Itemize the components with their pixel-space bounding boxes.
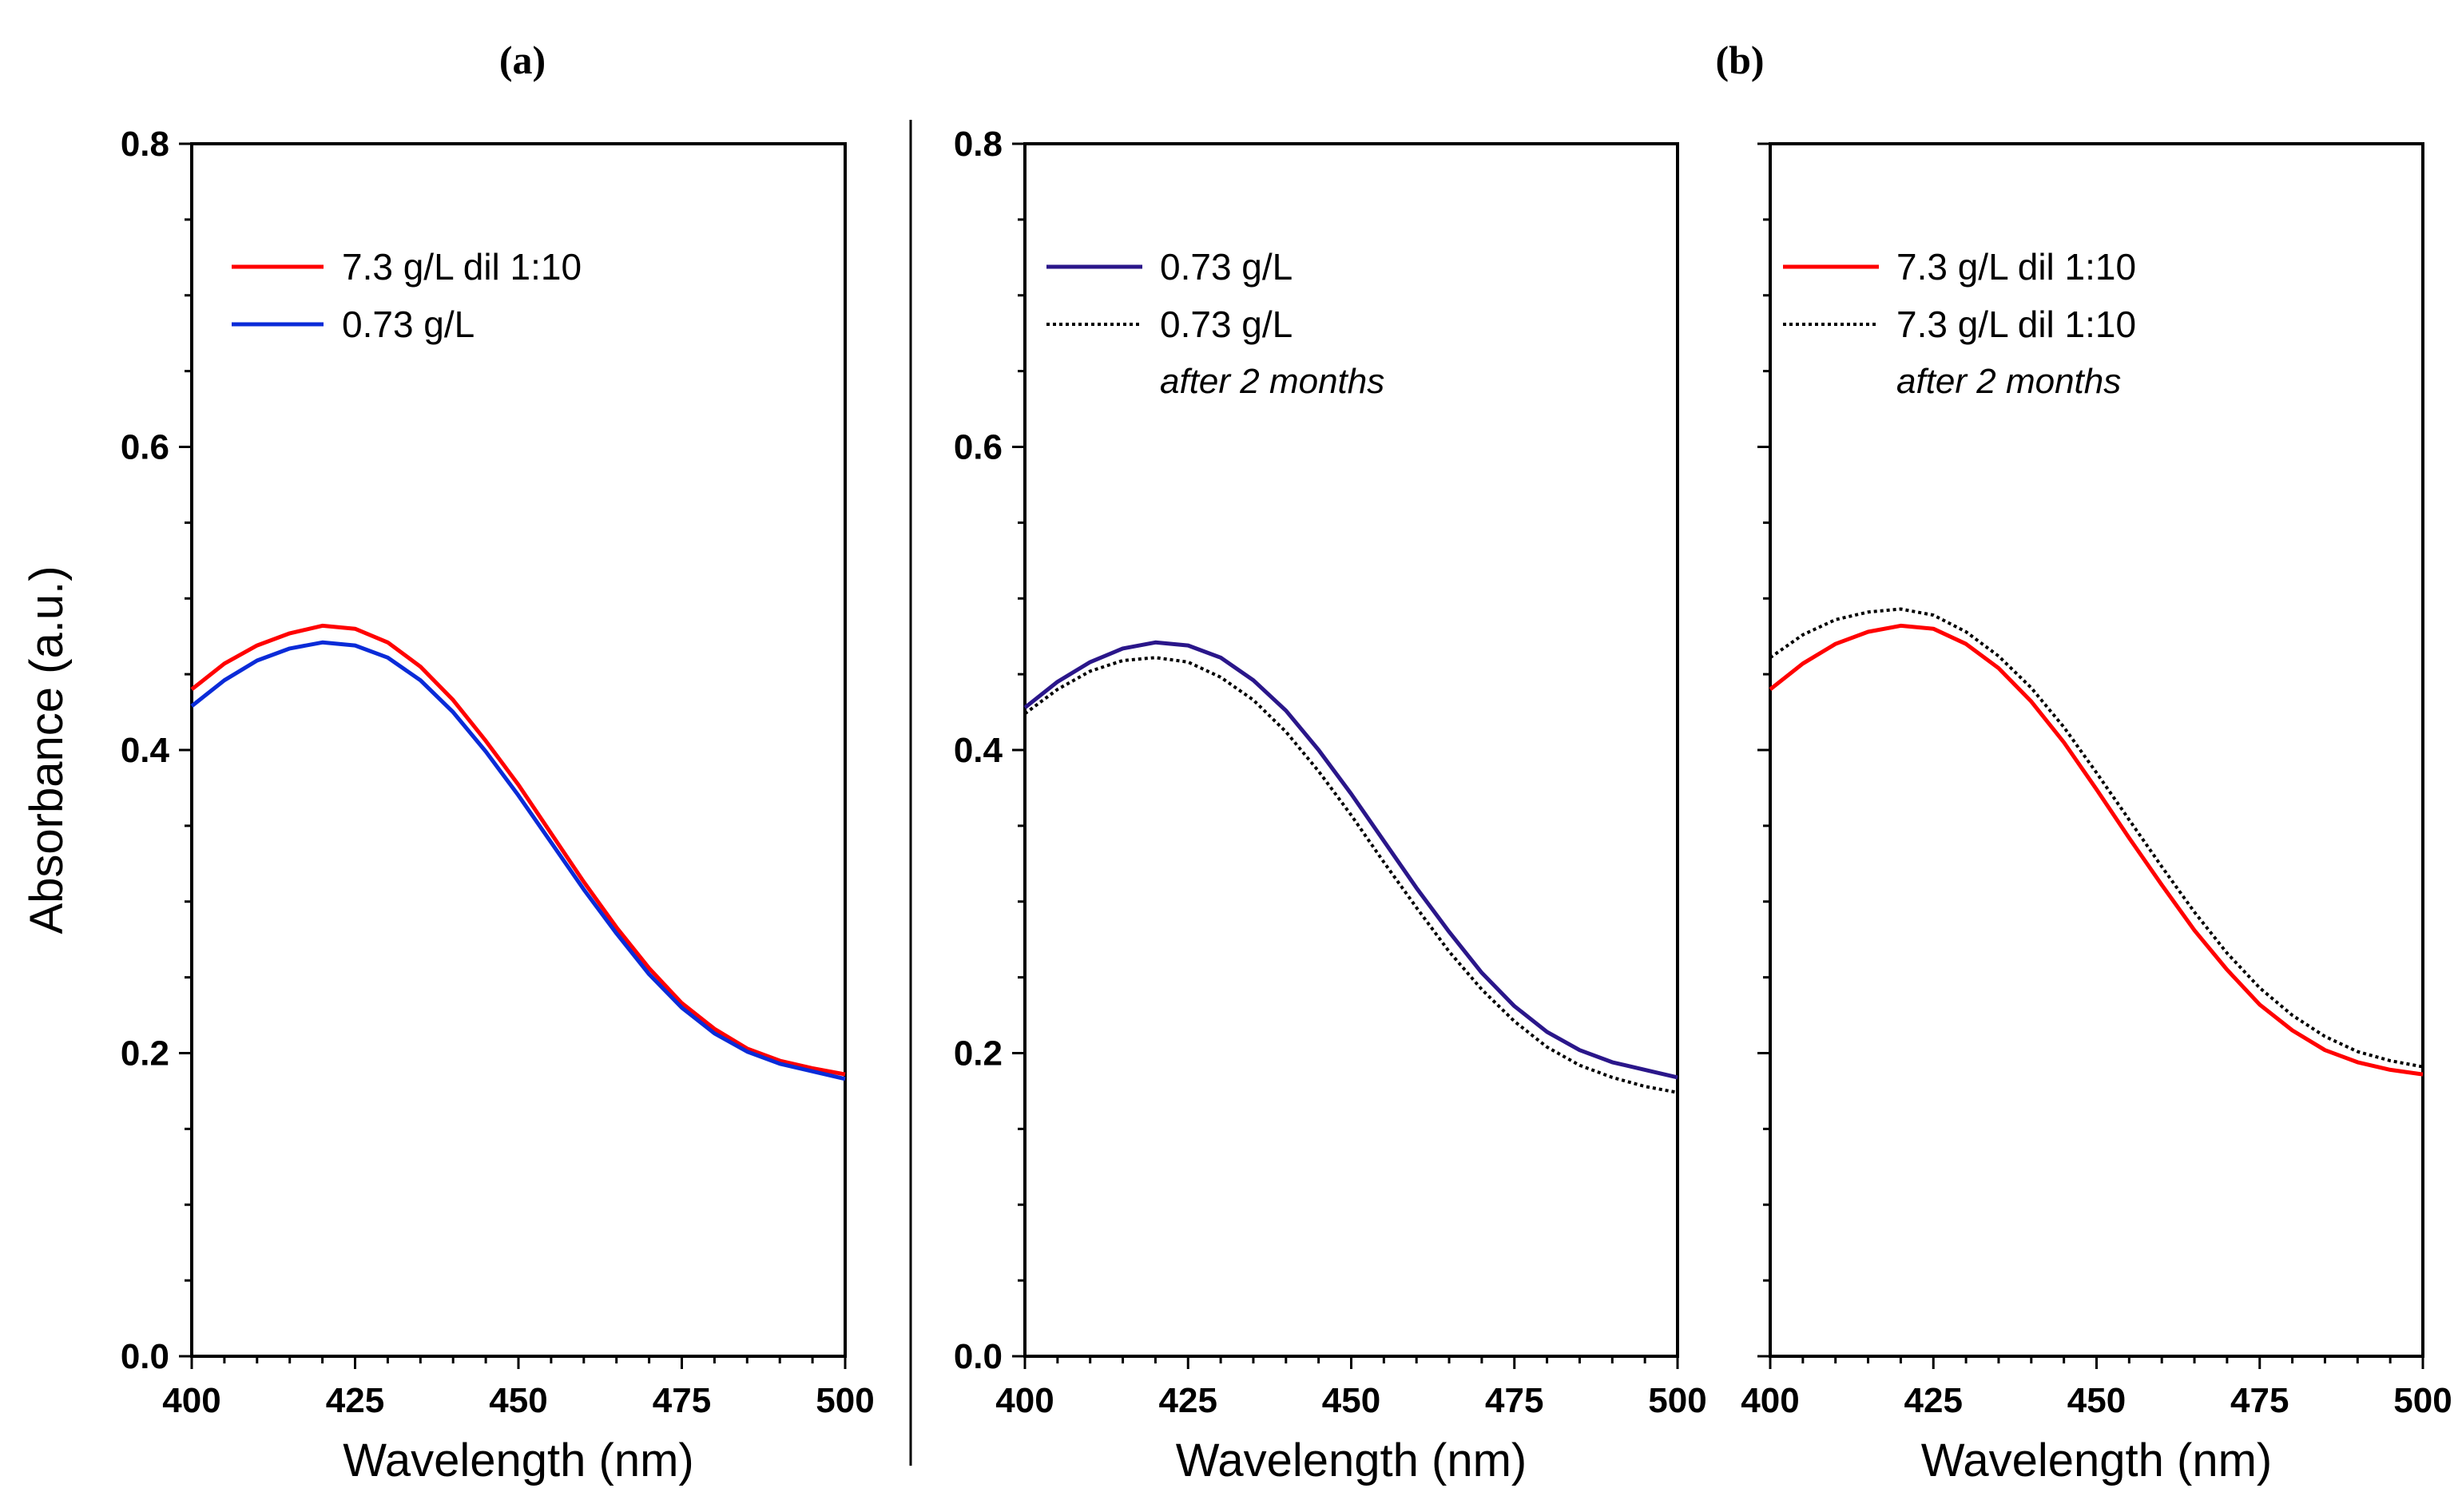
x-tick-label: 400: [162, 1381, 220, 1420]
y-tick-label: 0.8: [954, 125, 1003, 164]
legend-label-1: 7.3 g/L dil 1:10: [342, 246, 582, 288]
series-line-1: [190, 623, 846, 1077]
legend-note-2: after 2 months: [1896, 362, 2121, 401]
panel-label-a: (a): [499, 38, 546, 82]
legend-label-2: 0.73 g/L: [1160, 304, 1293, 345]
y-axis-title: Absorbance (a.u.): [21, 566, 73, 934]
x-tick-label: 450: [1322, 1381, 1380, 1420]
y-tick-label: 0.0: [954, 1337, 1003, 1376]
legend-label-2: 0.73 g/L: [342, 304, 475, 345]
y-tick-label: 0.8: [121, 125, 169, 164]
x-tick-label: 500: [2393, 1381, 2452, 1420]
legend-label-2: 7.3 g/L dil 1:10: [1896, 304, 2136, 345]
x-tick-label: 475: [2230, 1381, 2289, 1420]
x-tick-label: 500: [816, 1381, 874, 1420]
series-line-1: [1023, 640, 1678, 1080]
plot-frame: [1023, 142, 1679, 1358]
y-tick-label: 0.2: [121, 1034, 169, 1073]
y-tick-label: 0.6: [121, 428, 169, 467]
y-tick-label: 0.0: [121, 1337, 169, 1376]
series-line-2: [1023, 656, 1678, 1094]
x-tick-label: 475: [653, 1381, 711, 1420]
y-tick-label: 0.4: [954, 731, 1003, 770]
legend-note-2: after 2 months: [1160, 362, 1384, 401]
panel-label-b: (b): [1715, 38, 1764, 82]
x-tick-label: 475: [1485, 1381, 1543, 1420]
chart-panel-b-left: 400 425 450 475 500 0.0 0.2 0.4 0.6 0.8 Wavelength…: [954, 125, 1707, 1486]
x-axis-title: Wavelength (nm): [343, 1435, 693, 1486]
series-line-2: [1769, 607, 2424, 1069]
series-line-2: [190, 640, 846, 1081]
x-axis-title: Wavelength (nm): [1921, 1435, 2272, 1486]
x-tick-label: 425: [326, 1381, 384, 1420]
x-tick-label: 400: [995, 1381, 1054, 1420]
x-tick-label: 425: [1904, 1381, 1963, 1420]
x-tick-label: 400: [1741, 1381, 1799, 1420]
x-tick-label: 450: [489, 1381, 547, 1420]
y-tick-label: 0.2: [954, 1034, 1003, 1073]
chart-panel-b-right: 400 425 450 475 500 Wavelength (nm) 7.3 g/L di…: [1741, 142, 2452, 1486]
y-tick-label: 0.6: [954, 428, 1003, 467]
x-tick-label: 500: [1648, 1381, 1706, 1420]
chart-panel-a: 400 425 450 475 500 0.0 0.2 0.4 0.6 0.8 Wavelength…: [21, 125, 875, 1486]
y-tick-label: 0.4: [121, 731, 170, 770]
legend-label-1: 7.3 g/L dil 1:10: [1896, 246, 2136, 288]
x-tick-label: 450: [2067, 1381, 2126, 1420]
series-line-1: [1769, 623, 2424, 1077]
legend-label-1: 0.73 g/L: [1160, 246, 1293, 288]
x-tick-label: 425: [1159, 1381, 1217, 1420]
x-axis-title: Wavelength (nm): [1176, 1435, 1527, 1486]
